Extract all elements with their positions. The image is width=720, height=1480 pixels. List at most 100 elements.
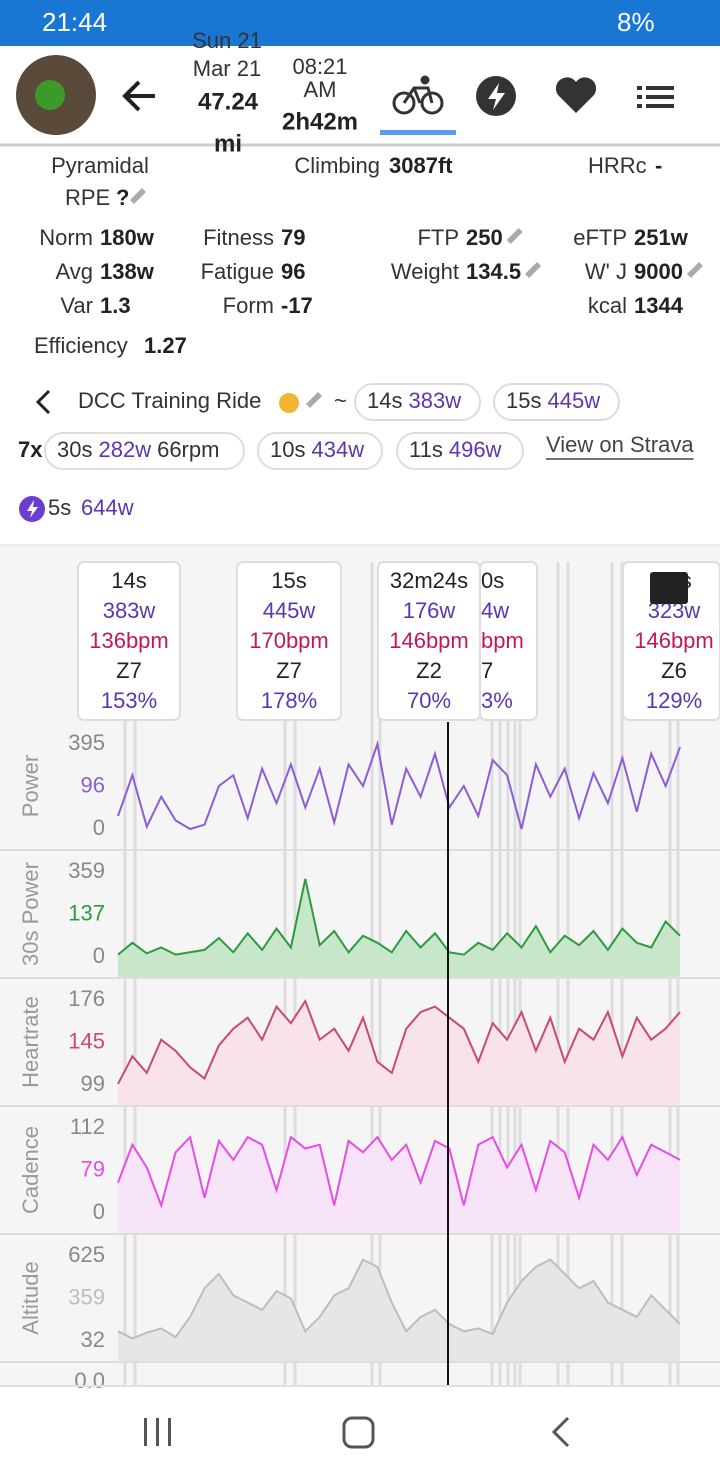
tab-indicator (380, 130, 456, 135)
back-arrow[interactable] (122, 80, 155, 112)
stat-label: Form (223, 293, 274, 318)
interval-chip[interactable] (44, 432, 245, 470)
back-button[interactable] (551, 1416, 570, 1448)
card-line: bpm (481, 628, 524, 653)
stat-value: 251w (634, 225, 689, 250)
chip-duration: 30s (57, 437, 92, 462)
y-tick-label: 0 (93, 1199, 105, 1224)
ride-name: DCC Training Ride (78, 388, 261, 413)
stat-value: 1.3 (100, 293, 131, 318)
edit-pencil[interactable] (130, 188, 146, 204)
duration: 2h42m (282, 108, 358, 135)
chart-area-fill (118, 878, 680, 978)
y-tick-label: 112 (70, 1114, 105, 1139)
y-tick-label: 176 (68, 986, 105, 1011)
hrrc-label: HRRc (588, 153, 647, 178)
interval-chip[interactable] (493, 383, 620, 421)
card-line: 0s (481, 568, 504, 593)
chart-name: 30s Power (18, 862, 43, 966)
prev-arrow[interactable] (35, 389, 51, 415)
stat-value: 134.5 (466, 259, 521, 284)
card-line: 176w (403, 598, 456, 623)
home-button[interactable] (342, 1416, 375, 1449)
stat-value: 96 (281, 259, 305, 284)
interval-chip[interactable] (396, 432, 524, 470)
chart-line (117, 1258, 681, 1340)
ride-tab[interactable] (392, 75, 444, 115)
chart-name: Cadence (18, 1126, 43, 1214)
chart-line (117, 878, 681, 956)
interval-card (77, 561, 181, 721)
edit-pencil[interactable] (686, 262, 703, 278)
favorite-tab[interactable] (555, 77, 597, 113)
card-line: Z6 (661, 658, 687, 683)
app-header (0, 46, 720, 145)
chip-power: 383w (408, 388, 461, 413)
chart-line (117, 740, 681, 831)
edit-pencil[interactable] (506, 228, 523, 244)
repeat-count: 7x (18, 437, 43, 462)
card-line: 32m24s (390, 568, 468, 593)
chart-line (117, 998, 681, 1085)
ride-day: Sun 21 (192, 28, 262, 53)
edit-pencil[interactable] (306, 392, 322, 408)
status-bar (0, 0, 720, 46)
avg-label: 145 (68, 1028, 105, 1053)
peak-power: 644w (81, 495, 134, 520)
chip-cadence: 66rpm (157, 437, 219, 462)
stat-label: Var (60, 293, 93, 318)
stat-label: Fatigue (201, 259, 274, 284)
stat-value: -17 (281, 293, 313, 318)
efficiency-label: Efficiency (34, 333, 128, 358)
comment-icon[interactable] (650, 572, 688, 604)
card-line: 153% (101, 688, 157, 713)
card-line: 14s (111, 568, 146, 593)
stat-label: FTP (417, 225, 459, 250)
stat-value: 9000 (634, 259, 683, 284)
chip-duration: 14s (367, 388, 402, 413)
avg-label: 79 (81, 1156, 105, 1181)
thumbs-up (279, 393, 299, 413)
stat-label: kcal (588, 293, 627, 318)
peak-bolt (27, 500, 38, 518)
start-time: 08:21 (292, 54, 347, 79)
interval-chip[interactable] (354, 383, 481, 421)
chip-power: 496w (449, 437, 502, 462)
workout-type: Pyramidal (51, 153, 149, 178)
stat-label: Avg (55, 259, 93, 284)
chip-power: 434w (311, 437, 364, 462)
interval-chip[interactable] (257, 432, 383, 470)
interval-card (479, 561, 538, 721)
recent-apps-button[interactable] (144, 1418, 171, 1446)
ride-date: Mar 21 (193, 56, 261, 81)
avg-label: 359 (68, 1284, 105, 1309)
card-line: 129% (646, 688, 702, 713)
interval-card (236, 561, 342, 721)
chart-line (117, 1134, 681, 1209)
chart-area-fill (118, 1137, 680, 1234)
card-line: 7 (481, 658, 493, 683)
card-line: 3% (481, 688, 513, 713)
stat-label: Norm (39, 225, 93, 250)
card-line: 178% (261, 688, 317, 713)
rpe-label: RPE (65, 185, 110, 210)
y-tick-label: 359 (68, 858, 105, 883)
nav-bar (0, 1385, 720, 1480)
status-time: 21:44 (42, 7, 107, 37)
stat-label: Fitness (203, 225, 274, 250)
power-tab[interactable] (476, 76, 516, 116)
list-tab[interactable] (637, 86, 674, 108)
stat-label: W' J (585, 259, 627, 284)
interval-card (622, 561, 720, 721)
stat-value: 250 (466, 225, 503, 250)
tilde: ~ (334, 388, 347, 413)
chip-duration: 11s (409, 437, 443, 462)
partial-tick-label: 0.0 (74, 1368, 105, 1393)
avg-label: 96 (81, 772, 105, 797)
y-tick-label: 0 (93, 943, 105, 968)
climbing-label: Climbing (294, 153, 380, 178)
stat-label: eFTP (573, 225, 627, 250)
card-line: 70% (407, 688, 451, 713)
edit-pencil[interactable] (525, 262, 542, 278)
